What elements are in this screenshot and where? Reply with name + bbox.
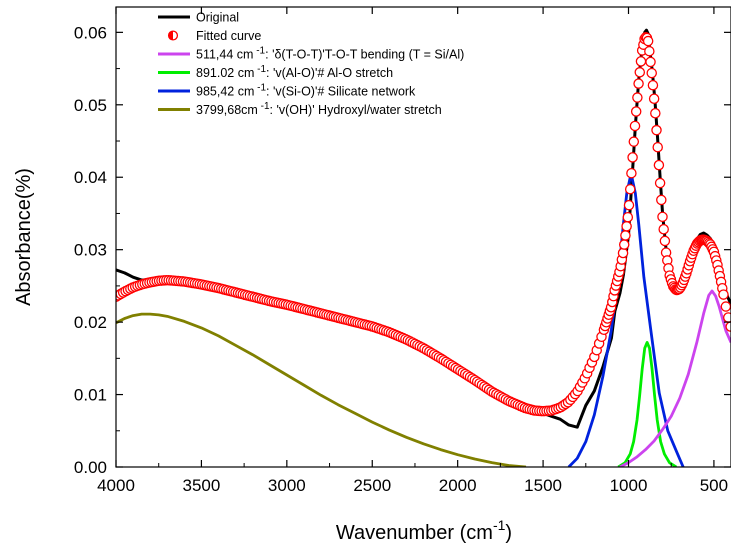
legend: Original Fitted curve 511,44 cm -1: 'δ(T-O… xyxy=(158,11,464,117)
fitted-marker xyxy=(656,194,667,206)
fitted-marker xyxy=(646,67,657,79)
x-tick-label: 3500 xyxy=(183,476,221,495)
y-tick-label: 0.03 xyxy=(74,241,107,260)
fitted-marker xyxy=(654,177,666,189)
fitted-marker xyxy=(653,159,665,171)
fitted-marker xyxy=(723,312,731,323)
legend-entry-original: Original xyxy=(158,11,239,25)
fitted-marker xyxy=(632,92,643,103)
legend-label: 891.02 cm -1: 'v(Al-O)'# Al-O stretch xyxy=(196,64,393,80)
fitted-marker xyxy=(658,223,669,235)
fitted-marker xyxy=(635,56,647,67)
fitted-marker xyxy=(657,211,668,223)
fitted-marker xyxy=(620,230,631,241)
fitted-marker xyxy=(629,120,641,132)
fitted-marker xyxy=(633,78,644,89)
plot-frame xyxy=(115,6,731,468)
fitted-marker xyxy=(628,136,640,147)
y-tick-label: 0.00 xyxy=(74,458,107,477)
legend-entry-p511: 511,44 cm -1: 'δ(T-O-T)'T-O-T bending (T… xyxy=(158,46,464,62)
fitted-marker xyxy=(617,247,629,259)
fitted-marker xyxy=(650,107,661,119)
fitted-marker xyxy=(651,124,662,136)
y-tick-label: 0.01 xyxy=(74,386,107,405)
y-tick-label: 0.05 xyxy=(74,96,107,115)
y-tick-label: 0.06 xyxy=(74,23,107,42)
fitted-marker xyxy=(627,152,638,163)
y-tick-label: 0.02 xyxy=(74,313,107,332)
x-tick-label: 3000 xyxy=(268,476,306,495)
fitted-marker xyxy=(725,321,731,332)
y-tick-label: 0.04 xyxy=(74,168,107,187)
axes-layer: 4000 3500 3000 2500 2000 1500 1000 500 0.00 0.01 0… xyxy=(74,7,731,495)
fitted-marker xyxy=(652,141,663,153)
legend-entry-fitted: Fitted curve xyxy=(167,29,261,43)
fitted-marker xyxy=(659,235,671,247)
fitted-marker xyxy=(618,239,630,250)
x-tick-label: 1000 xyxy=(610,476,648,495)
series-p3799 xyxy=(116,312,527,467)
fitted-marker xyxy=(718,289,729,300)
fitted-marker xyxy=(624,183,636,195)
legend-label: Original xyxy=(196,11,239,25)
fitted-marker xyxy=(647,79,659,91)
fitted-marker xyxy=(621,221,632,232)
x-tick-label: 4000 xyxy=(97,476,135,495)
fitted-marker xyxy=(626,167,637,179)
legend-entry-p3799: 3799,68cm -1: 'v(OH)' Hydroxyl/water str… xyxy=(158,101,442,117)
series-p985 xyxy=(567,172,685,467)
series-layer xyxy=(116,28,731,467)
fitted-marker xyxy=(630,106,642,117)
fitted-marker xyxy=(644,45,655,57)
legend-entry-p891: 891.02 cm -1: 'v(Al-O)'# Al-O stretch xyxy=(158,64,393,80)
fitted-marker xyxy=(634,67,646,78)
fitted-marker xyxy=(648,93,660,105)
legend-marker-fill xyxy=(168,31,173,40)
x-axis-title: Wavenumber (cm-1) xyxy=(336,517,512,544)
series-p891 xyxy=(617,341,678,467)
x-tick-label: 2500 xyxy=(353,476,391,495)
legend-label: 511,44 cm -1: 'δ(T-O-T)'T-O-T bending (T… xyxy=(196,46,464,62)
x-tick-label: 1500 xyxy=(524,476,562,495)
fitted-marker xyxy=(642,35,654,47)
x-tick-label: 500 xyxy=(700,476,728,495)
legend-label: 3799,68cm -1: 'v(OH)' Hydroxyl/water str… xyxy=(196,101,442,117)
legend-label: 985,42 cm -1: 'v(Si-O)'# Silicate networ… xyxy=(196,83,416,99)
legend-entry-p985: 985,42 cm -1: 'v(Si-O)'# Silicate networ… xyxy=(158,83,416,99)
fitted-marker xyxy=(622,211,634,223)
fitted-marker xyxy=(720,301,731,312)
series-fitted xyxy=(116,32,731,417)
legend-label: Fitted curve xyxy=(196,29,261,43)
fitted-marker xyxy=(623,199,635,211)
x-tick-label: 2000 xyxy=(439,476,477,495)
series-p511 xyxy=(619,289,731,467)
y-axis-title: Absorbance(%) xyxy=(13,168,35,306)
fitted-marker xyxy=(645,56,656,68)
